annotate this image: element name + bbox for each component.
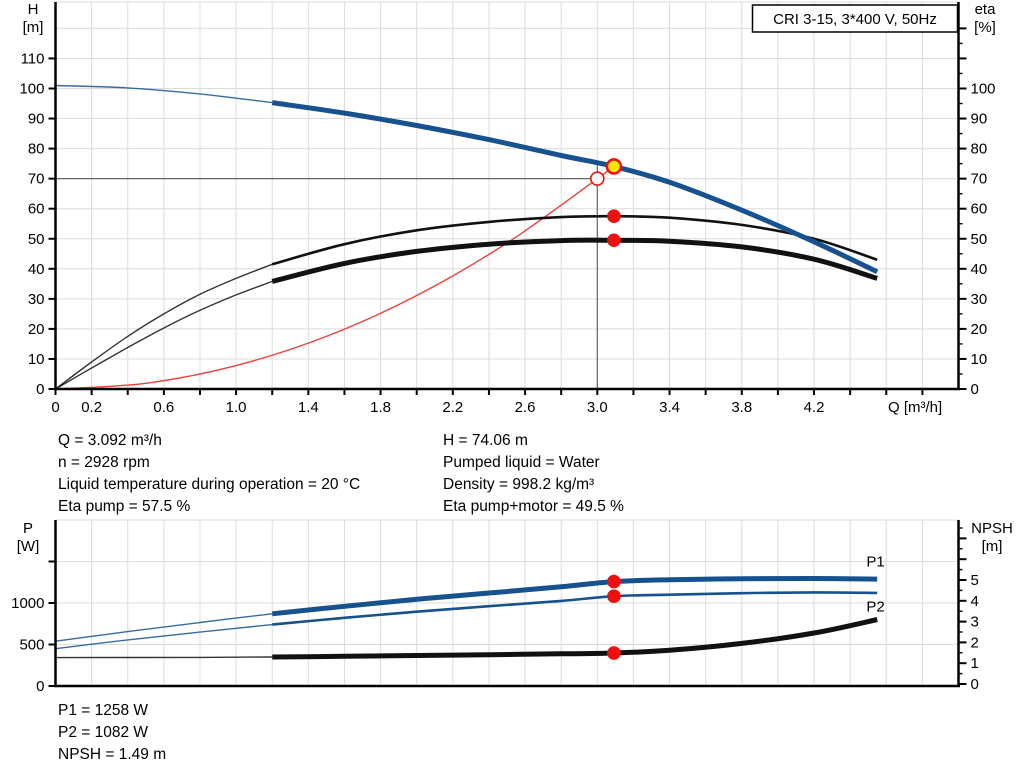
y-left-axis-title: [W] (17, 538, 40, 555)
y-right-tick-label: 5 (971, 572, 979, 589)
info-line-eta-pump: Eta pump = 57.5 % (58, 498, 191, 515)
info-line-speed: n = 2928 rpm (58, 454, 150, 471)
info-line-p2: P2 = 1082 W (58, 724, 149, 741)
duty-info-right-column: H = 74.06 m Pumped liquid = Water Densit… (443, 430, 624, 518)
y-right-tick-label: 70 (971, 171, 988, 188)
eta-pump-point (607, 209, 621, 224)
y-right-axis-title: NPSH (971, 520, 1013, 537)
y-right-axis-title: [m] (982, 538, 1003, 555)
y-left-tick-label: 30 (28, 291, 45, 308)
y-left-tick-label: 20 (28, 321, 45, 338)
x-tick-label: 1.0 (226, 399, 247, 416)
y-left-tick-label: 10 (28, 351, 45, 368)
eta-pump-curve (271, 214, 878, 266)
eta-pump-curve-min-flow (55, 263, 273, 390)
y-left-tick-label: 70 (28, 171, 45, 188)
y-left-axis-title: P (23, 520, 33, 537)
y-left-tick-label: 1000 (11, 595, 44, 612)
info-line-flow: Q = 3.092 m³/h (58, 432, 162, 449)
p1-curve (271, 575, 878, 617)
x-tick-label: 3.4 (659, 399, 680, 416)
info-line-eta-pump-motor: Eta pump+motor = 49.5 % (443, 498, 624, 515)
x-tick-label: 3.0 (587, 399, 608, 416)
y-left-tick-label: 40 (28, 261, 45, 278)
y-right-tick-label: 40 (971, 261, 988, 278)
p1-point (607, 574, 621, 589)
y-left-tick-label: 0 (36, 678, 44, 695)
npsh-curve-min-flow (55, 656, 273, 659)
y-right-tick-label: 10 (971, 351, 988, 368)
p2-curve (272, 591, 878, 626)
eta-pump-motor-point (607, 233, 621, 248)
x-axis-title: Q [m³/h] (888, 399, 942, 416)
info-line-temperature: Liquid temperature during operation = 20… (58, 476, 361, 493)
x-tick-label: 0.2 (81, 399, 102, 416)
x-tick-label: 1.4 (298, 399, 319, 416)
y-right-tick-label: 3 (971, 614, 979, 631)
y-right-tick-label: 80 (971, 141, 988, 158)
eta-pump-motor-curve (271, 237, 878, 284)
y-left-tick-label: 50 (28, 231, 45, 248)
p1-curve-min-flow (55, 613, 273, 642)
y-right-tick-label: 60 (971, 201, 988, 218)
y-left-axis-title: H (28, 1, 39, 18)
pump-curve (271, 100, 879, 275)
duty-point (605, 158, 623, 175)
info-line-head: H = 74.06 m (443, 432, 528, 449)
x-tick-label: 4.2 (804, 399, 825, 416)
x-tick-label: 1.8 (370, 399, 391, 416)
pump-curve-min-flow (55, 84, 273, 104)
y-left-tick-label: 110 (21, 50, 45, 67)
y-right-tick-label: 30 (971, 291, 988, 308)
power-npsh-chart: P1 P2 0 500 1000 0 1 2 3 4 5 P[W] NPSH[m] (11, 519, 1013, 695)
info-line-liquid: Pumped liquid = Water (443, 454, 600, 471)
npsh-curve (272, 617, 878, 660)
chart-title: CRI 3-15, 3*400 V, 50Hz (773, 11, 937, 28)
curve-label-p2: P2 (866, 598, 884, 615)
y-left-tick-label: 60 (28, 201, 45, 218)
y-right-tick-label: 1 (971, 655, 979, 672)
x-tick-label: 3.8 (731, 399, 752, 416)
chart-title-box (751, 4, 959, 33)
duty-info-left-column: Q = 3.092 m³/h n = 2928 rpm Liquid tempe… (58, 430, 360, 518)
y-right-tick-label: 2 (971, 634, 979, 651)
y-right-tick-label: 0 (971, 381, 979, 398)
head-flow-chart: 0 10 20 30 40 50 60 70 80 90 100 110 0 10 20 30 40 50 60 70… (19, 1, 996, 416)
y-right-tick-label: 100 (971, 81, 996, 98)
curve-label-p1: P1 (866, 553, 884, 570)
x-tick-label: 2.2 (442, 399, 463, 416)
y-right-tick-label: 4 (971, 593, 979, 610)
x-tick-label: 0.6 (153, 399, 174, 416)
info-line-p1: P1 = 1258 W (58, 702, 149, 719)
y-right-tick-label: 20 (971, 321, 988, 338)
y-right-axis-title: eta (975, 1, 997, 18)
x-tick-label: 2.6 (515, 399, 536, 416)
x-tick-label: 0 (51, 399, 59, 416)
npsh-point (607, 646, 621, 660)
y-right-tick-label: 50 (971, 231, 988, 248)
y-left-tick-label: 500 (19, 637, 44, 654)
y-left-axis-title: [m] (23, 19, 44, 36)
info-line-density: Density = 998.2 kg/m³ (443, 476, 595, 493)
y-left-tick-label: 100 (19, 81, 44, 98)
power-info-column: P1 = 1258 W P2 = 1082 W NPSH = 1.49 m (58, 700, 166, 766)
y-left-tick-label: 90 (28, 111, 45, 128)
y-left-tick-label: 80 (28, 141, 45, 158)
info-line-npsh: NPSH = 1.49 m (58, 746, 167, 763)
y-right-tick-label: 0 (971, 676, 979, 693)
p2-curve-min-flow (55, 623, 273, 650)
y-left-tick-label: 0 (36, 381, 44, 398)
requested-duty-point (589, 171, 605, 186)
p2-point (607, 589, 621, 603)
system-curve (55, 165, 615, 390)
y-right-axis-title: [%] (974, 19, 996, 36)
eta-pump-motor-curve-min-flow (55, 280, 273, 390)
y-right-tick-label: 90 (971, 111, 988, 128)
